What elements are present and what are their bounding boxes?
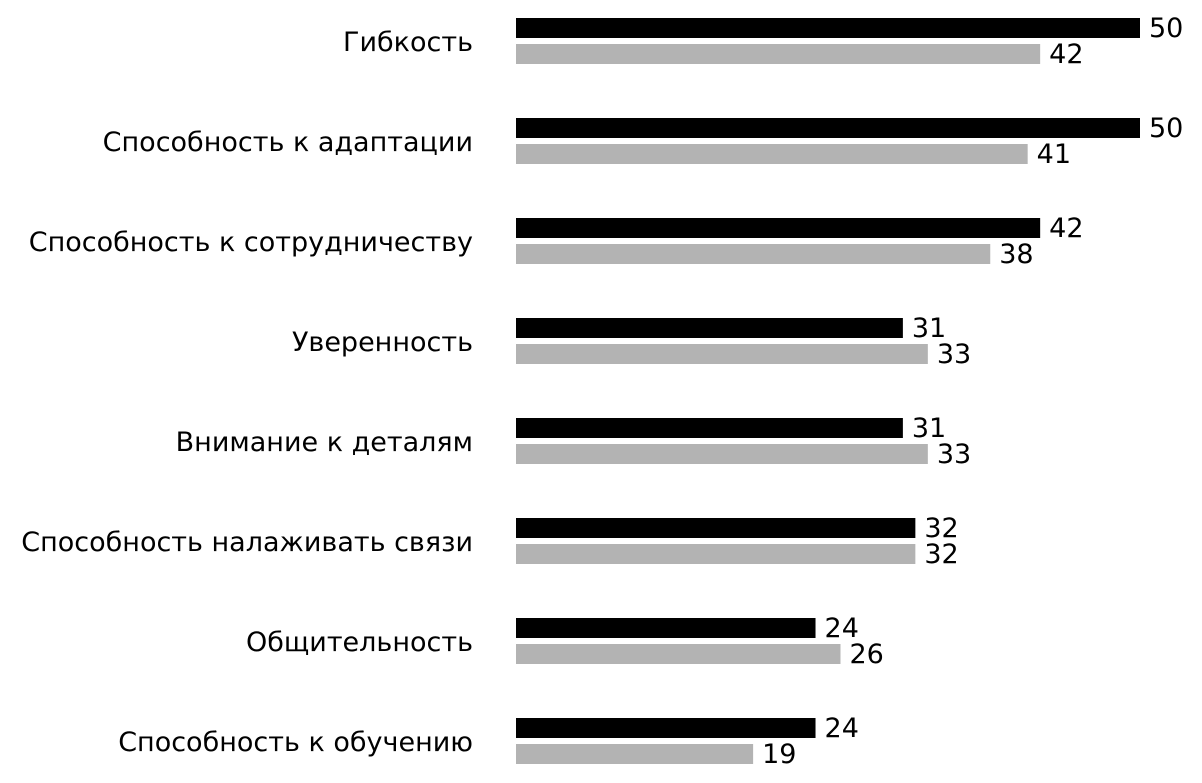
value-label: 24 [825, 613, 859, 644]
value-label: 32 [924, 539, 958, 570]
bar-series-1 [516, 718, 816, 738]
category-label: Уверенность [292, 327, 473, 358]
bar-series-2 [516, 244, 991, 264]
value-label: 33 [937, 439, 971, 470]
value-label: 50 [1149, 13, 1183, 44]
bar-series-2 [516, 544, 916, 564]
category-label: Внимание к деталям [176, 427, 473, 458]
bar-series-1 [516, 218, 1041, 238]
bar-series-1 [516, 518, 916, 538]
bar-series-2 [516, 344, 928, 364]
value-label: 31 [912, 413, 946, 444]
value-label: 26 [849, 639, 883, 670]
value-label: 32 [924, 513, 958, 544]
value-label: 38 [999, 239, 1033, 270]
bar-series-2 [516, 644, 841, 664]
bar-series-1 [516, 318, 903, 338]
category-label: Способность к обучению [118, 727, 473, 758]
bar-series-1 [516, 118, 1140, 138]
value-label: 19 [762, 739, 796, 770]
bar-series-2 [516, 144, 1028, 164]
category-label: Способность к адаптации [103, 127, 473, 158]
value-label: 41 [1037, 139, 1071, 170]
bar-series-2 [516, 444, 928, 464]
bar-series-1 [516, 18, 1140, 38]
value-label: 24 [825, 713, 859, 744]
value-label: 42 [1049, 39, 1083, 70]
category-labels: Гибкость Способность к адаптации Способнос… [21, 27, 473, 758]
value-label: 33 [937, 339, 971, 370]
bar-series-2 [516, 744, 754, 764]
category-label: Способность к сотрудничеству [29, 227, 473, 258]
bar-series-1 [516, 418, 903, 438]
value-label: 42 [1049, 213, 1083, 244]
value-label: 50 [1149, 113, 1183, 144]
category-label: Общительность [246, 627, 473, 658]
bar-series-2 [516, 44, 1041, 64]
bar-series-1 [516, 618, 816, 638]
category-label: Гибкость [343, 27, 473, 58]
category-label: Способность налаживать связи [21, 527, 473, 558]
value-label: 31 [912, 313, 946, 344]
bars [516, 18, 1140, 764]
